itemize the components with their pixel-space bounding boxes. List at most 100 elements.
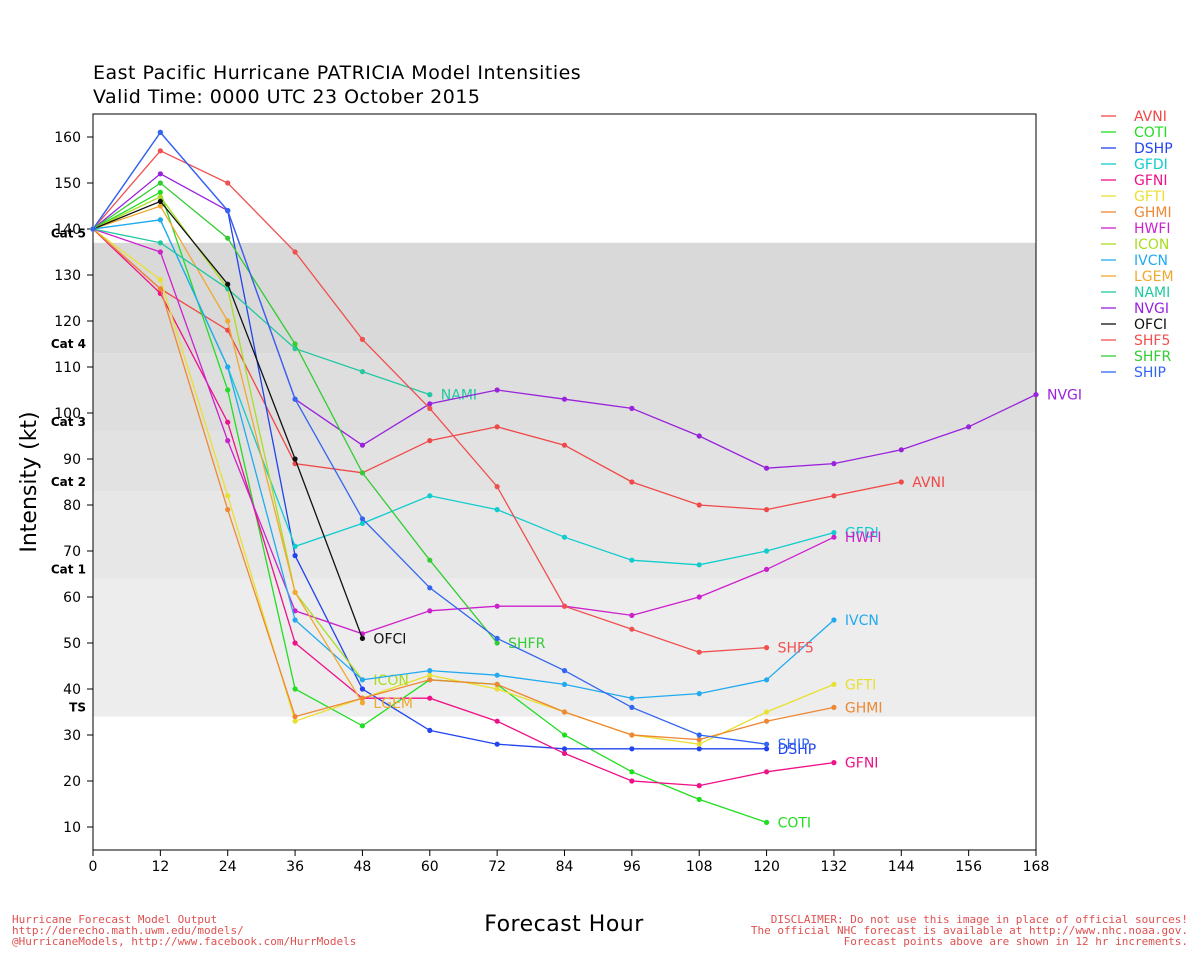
data-point	[225, 364, 231, 370]
data-point	[494, 507, 500, 513]
y-tick-label: 110	[54, 360, 81, 376]
series-line	[92, 228, 835, 635]
data-point	[225, 387, 231, 393]
series-line	[92, 228, 431, 396]
data-point	[629, 612, 635, 619]
y-tick-label: 20	[63, 774, 81, 790]
legend-item: NAMI	[1101, 285, 1170, 301]
legend-item: LGEM	[1101, 269, 1174, 285]
x-tick-label: 48	[354, 859, 372, 875]
data-point	[292, 249, 298, 255]
series-layer: AVNI COTI DSHP GFDI GFNI GFTI GHMI HWFI ICON IVCN…	[90, 129, 1082, 831]
x-tick-label: 36	[286, 859, 304, 875]
y-tick-label: 80	[63, 498, 81, 514]
series-end-label: NVGI	[1047, 388, 1082, 404]
x-axis-label: Forecast Hour	[484, 912, 644, 937]
legend-item: DSHP	[1101, 141, 1173, 157]
series-end-label: COTI	[778, 815, 811, 831]
series-line	[92, 228, 834, 787]
data-point	[292, 608, 298, 614]
data-point	[359, 677, 366, 683]
legend-label: IVCN	[1134, 253, 1168, 269]
legend-item: HWFI	[1101, 221, 1171, 237]
x-tick-label: 108	[686, 859, 713, 875]
series-end-label: GFDI	[845, 526, 879, 542]
data-point	[629, 769, 635, 775]
x-tick-label: 96	[623, 859, 641, 875]
y-tick-label: 120	[54, 314, 81, 330]
legend-label: HWFI	[1134, 221, 1171, 237]
data-point	[225, 281, 231, 287]
category-label: Cat 1	[51, 562, 86, 576]
data-point	[763, 645, 770, 651]
data-point	[427, 585, 433, 591]
y-axis-label: Intensity (kt)	[17, 411, 42, 552]
legend-label: GHMI	[1134, 205, 1172, 221]
data-point	[763, 465, 770, 471]
legend-item: GFTI	[1101, 189, 1165, 205]
data-point	[359, 470, 366, 476]
legend-item: COTI	[1101, 125, 1167, 141]
legend-item: GFNI	[1101, 173, 1168, 189]
legend-label: GFNI	[1134, 173, 1168, 189]
chart-subtitle: Valid Time: 0000 UTC 23 October 2015	[93, 86, 481, 108]
y-tick-label: 150	[54, 176, 81, 192]
data-point	[427, 405, 433, 411]
data-point	[427, 608, 433, 614]
chart-title: East Pacific Hurricane PATRICIA Model In…	[93, 62, 582, 84]
data-point	[561, 534, 568, 540]
data-point	[292, 714, 298, 720]
data-point	[359, 686, 366, 692]
x-tick-label: 84	[556, 859, 574, 875]
data-point	[225, 419, 231, 425]
footer-disclaimer: DISCLAIMER: Do not use this image in pla…	[750, 913, 1188, 948]
data-point	[427, 677, 433, 683]
legend-item: GFDI	[1101, 157, 1168, 173]
data-point	[696, 502, 702, 508]
data-point	[225, 438, 231, 444]
data-point	[427, 557, 433, 563]
data-point	[292, 543, 298, 550]
data-point	[225, 318, 231, 324]
legend-label: COTI	[1134, 125, 1167, 141]
data-point	[696, 737, 702, 743]
data-point	[427, 493, 433, 499]
series-lgem: LGEM	[90, 203, 413, 712]
series-end-label: SHFR	[508, 636, 545, 652]
data-point	[898, 479, 904, 485]
data-point	[494, 484, 500, 490]
data-point	[225, 208, 231, 214]
data-point	[629, 732, 635, 738]
data-point	[494, 640, 500, 646]
data-point	[359, 723, 366, 729]
series-ofci: OFCI	[90, 198, 406, 647]
data-point	[359, 700, 366, 706]
legend-label: SHIP	[1134, 365, 1166, 381]
legend-label: GFDI	[1134, 157, 1168, 173]
data-point	[763, 746, 770, 752]
data-point	[90, 226, 96, 232]
series-end-label: GFNI	[845, 756, 879, 772]
data-point	[561, 442, 568, 448]
data-point	[359, 520, 366, 527]
y-tick-label: 10	[63, 820, 81, 836]
data-point	[427, 695, 433, 701]
data-point	[831, 461, 837, 467]
legend-item: ICON	[1101, 237, 1169, 253]
series-end-label: HWFI	[845, 530, 882, 546]
legend-item: GHMI	[1101, 205, 1172, 221]
data-point	[292, 589, 298, 596]
y-tick-label: 40	[63, 682, 81, 698]
data-point	[292, 617, 298, 623]
data-point	[157, 171, 163, 177]
category-label: Cat 3	[51, 415, 86, 429]
data-point	[763, 769, 770, 775]
data-point	[629, 746, 635, 752]
legend-item: OFCI	[1101, 317, 1167, 333]
y-tick-label: 100	[54, 406, 81, 422]
legend-item: SHIP	[1101, 365, 1166, 381]
x-tick-label: 120	[753, 859, 780, 875]
data-point	[427, 438, 433, 444]
data-point	[898, 447, 904, 453]
legend-label: SHF5	[1134, 333, 1170, 349]
